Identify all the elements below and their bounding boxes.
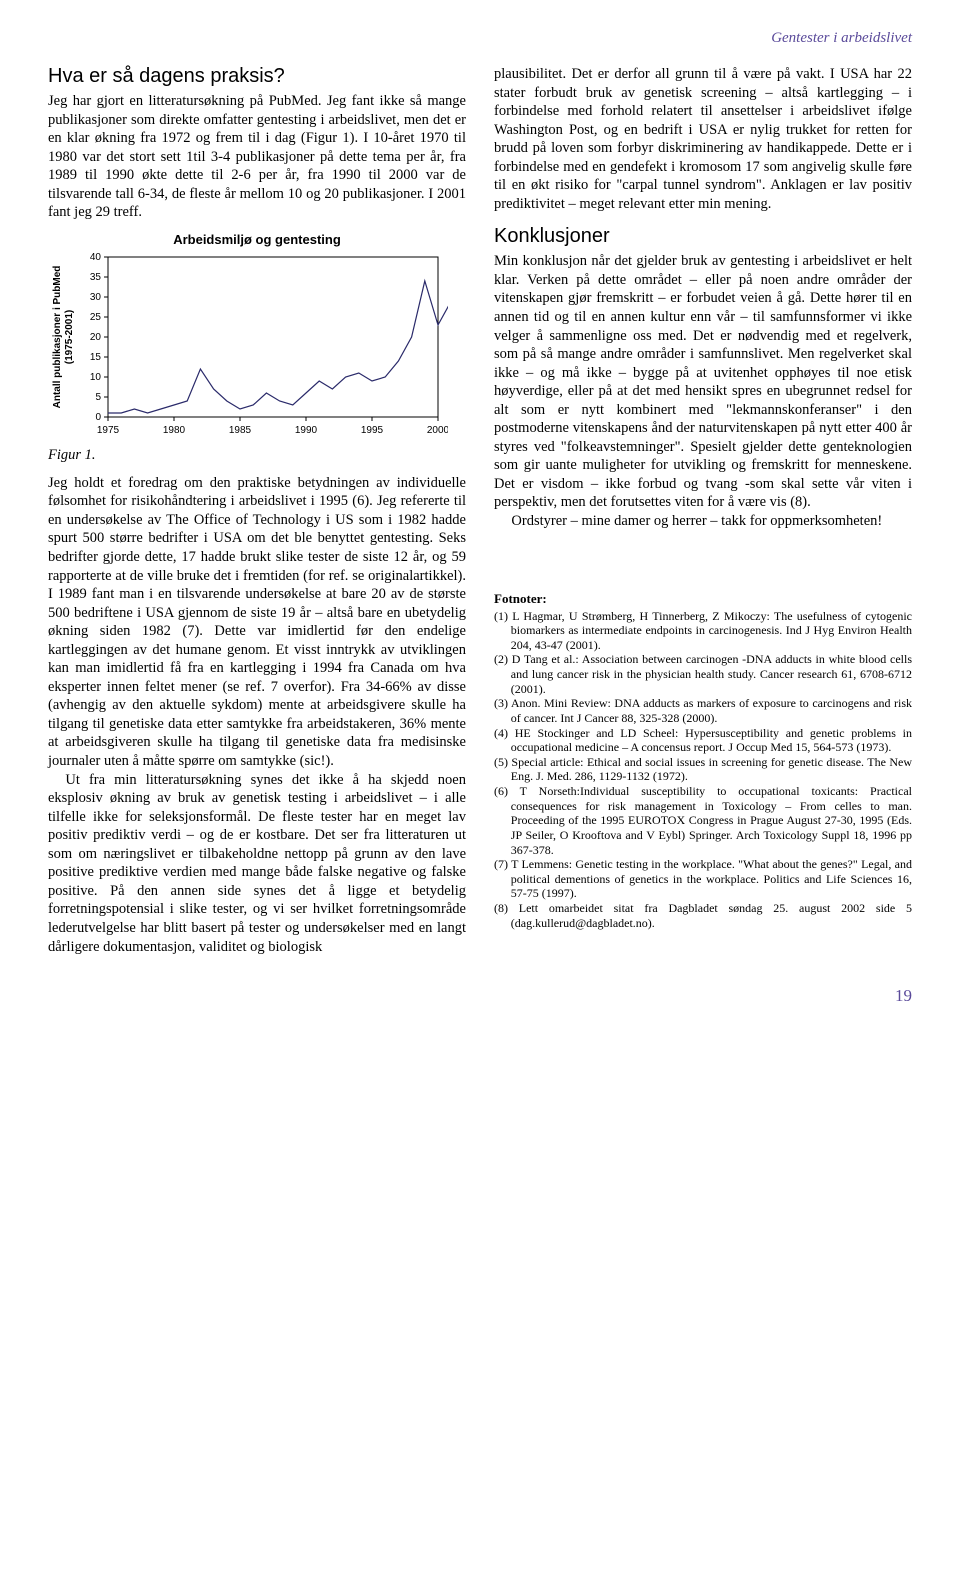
right-p2: Min konklusjon når det gjelder bruk av g… — [494, 252, 912, 512]
svg-text:1975: 1975 — [97, 425, 120, 436]
footnotes-list: (1) L Hagmar, U Strømberg, H Tinnerberg,… — [494, 609, 912, 931]
svg-text:40: 40 — [90, 252, 102, 263]
svg-text:Antall publikasjoner i PubMed: Antall publikasjoner i PubMed — [52, 265, 63, 408]
line-chart-svg: Antall publikasjoner i PubMed(1975-2001)… — [48, 251, 448, 441]
figure-caption: Figur 1. — [48, 447, 466, 464]
right-p1: plausibilitet. Det er derfor all grunn t… — [494, 65, 912, 213]
figure-1-chart: Arbeidsmiljø og gentesting Antall publik… — [48, 232, 466, 441]
two-column-layout: Hva er så dagens praksis? Jeg har gjort … — [48, 65, 912, 956]
chart-title: Arbeidsmiljø og gentesting — [48, 232, 466, 247]
svg-text:25: 25 — [90, 312, 102, 323]
svg-text:1985: 1985 — [229, 425, 252, 436]
right-heading: Konklusjoner — [494, 225, 912, 248]
svg-text:10: 10 — [90, 372, 102, 383]
footnotes-heading: Fotnoter: — [494, 591, 912, 607]
svg-text:0: 0 — [95, 412, 101, 423]
footnote-item: (8) Lett omarbeidet sitat fra Dagbladet … — [494, 901, 912, 930]
left-heading: Hva er så dagens praksis? — [48, 65, 466, 88]
svg-text:20: 20 — [90, 332, 102, 343]
left-column: Hva er så dagens praksis? Jeg har gjort … — [48, 65, 466, 956]
footnote-item: (2) D Tang et al.: Association between c… — [494, 652, 912, 696]
svg-text:35: 35 — [90, 272, 102, 283]
footnote-item: (4) HE Stockinger and LD Scheel: Hypersu… — [494, 726, 912, 755]
footnote-item: (7) T Lemmens: Genetic testing in the wo… — [494, 857, 912, 901]
svg-text:5: 5 — [95, 392, 101, 403]
left-p2: Jeg holdt et foredrag om den praktiske b… — [48, 474, 466, 771]
svg-text:1990: 1990 — [295, 425, 318, 436]
footnote-item: (5) Special article: Ethical and social … — [494, 755, 912, 784]
svg-text:(1975-2001): (1975-2001) — [64, 310, 75, 364]
svg-text:1980: 1980 — [163, 425, 186, 436]
footnote-item: (3) Anon. Mini Review: DNA adducts as ma… — [494, 696, 912, 725]
svg-text:30: 30 — [90, 292, 102, 303]
svg-text:2000: 2000 — [427, 425, 448, 436]
right-p3: Ordstyrer – mine damer og herrer – takk … — [494, 512, 912, 531]
svg-text:1995: 1995 — [361, 425, 384, 436]
footnote-item: (1) L Hagmar, U Strømberg, H Tinnerberg,… — [494, 609, 912, 653]
footnote-item: (6) T Norseth:Individual susceptibility … — [494, 784, 912, 857]
page-number: 19 — [48, 986, 912, 1006]
left-p1: Jeg har gjort en litteratursøkning på Pu… — [48, 92, 466, 222]
svg-text:15: 15 — [90, 352, 102, 363]
running-title: Gentester i arbeidslivet — [48, 30, 912, 47]
left-p3: Ut fra min litteratursøkning synes det i… — [48, 771, 466, 956]
right-column: plausibilitet. Det er derfor all grunn t… — [494, 65, 912, 956]
